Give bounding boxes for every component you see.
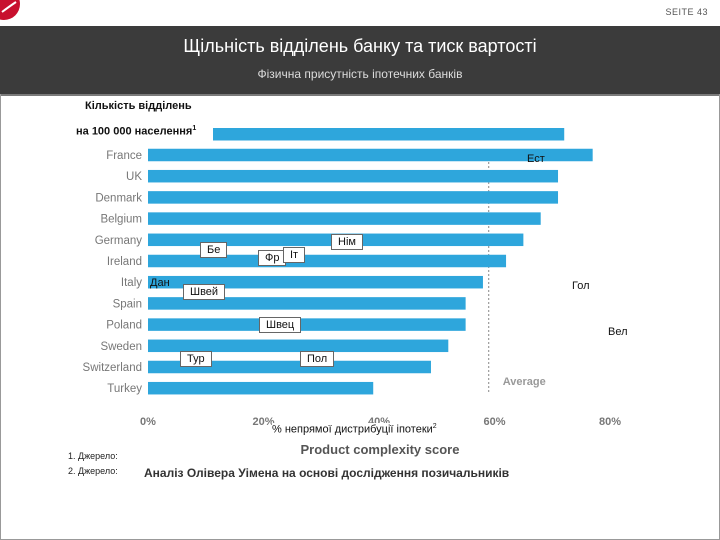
category-label: Poland [106,320,142,332]
category-label: Spain [113,298,142,310]
category-label: Denmark [95,192,142,204]
category-label: Sweden [100,341,142,353]
x-tick-label: 0% [140,416,156,428]
x-axis-caption: % непрямої дистрибуції іпотеки2 [272,423,437,436]
source-note: Аналіз Олівера Уімена на основі дослідже… [144,466,510,480]
bar-turkey [148,381,374,395]
overlay-tag: Дан [150,277,170,289]
category-label: UK [126,171,142,183]
page-subtitle: Фізична присутність іпотечних банків [257,67,463,81]
category-label: France [106,150,142,162]
overlay-tag: Швей [183,284,226,300]
bar-ireland [148,254,507,268]
bar-sweden [148,339,449,353]
x-axis-caption-text: % непрямої дистрибуції іпотеки [272,423,433,436]
category-label: Belgium [100,214,142,226]
bar-belgium [148,212,541,225]
x-axis-caption-sup: 2 [432,423,437,430]
x-tick-label: 80% [599,416,621,428]
average-label: Average [503,376,546,388]
overlay-bar [213,128,565,141]
bar-uk [148,169,559,183]
page-title: Щільність відділень банку та тиск вартос… [183,36,537,56]
page-number: SEITE 43 [665,7,708,17]
y-axis-label-line2: на 100 000 населення1 [76,125,196,138]
x-tick-label: 20% [252,416,274,428]
overlay-tag: Бе [200,242,228,258]
category-label: Switzerland [83,362,142,374]
bar-italy [148,275,483,289]
source-1: 1. Джерело: [68,451,118,461]
bar-poland [148,318,466,331]
overlay-tag: Швец [259,317,302,333]
source-2: 2. Джерело: [68,466,118,476]
overlay-tag: Гол [572,280,590,292]
bar-france [148,148,593,162]
category-label: Ireland [107,256,142,268]
x-axis-title: Product complexity score [301,442,460,457]
x-tick-label: 60% [483,416,505,428]
overlay-tag: Іт [283,247,306,263]
overlay-tag: Ест [527,153,545,165]
overlay-tag: Пол [300,351,335,367]
overlay-tag: Нім [331,234,363,250]
y-axis-label-sup: 1 [192,125,197,132]
overlay-tag: Вел [608,326,628,338]
bar-switzerland [148,360,431,374]
category-label: Italy [121,277,142,289]
category-label: Turkey [107,383,142,395]
overlay-tag: Тур [180,351,212,367]
bar-denmark [148,191,559,204]
category-label: Germany [95,235,143,247]
logo-icon [0,0,20,20]
y-axis-label-text: на 100 000 населення [76,125,193,138]
title-banner: Щільність відділень банку та тиск вартос… [0,26,720,96]
y-axis-label-line1: Кількість відділень [85,100,192,112]
bar-spain [148,297,466,310]
